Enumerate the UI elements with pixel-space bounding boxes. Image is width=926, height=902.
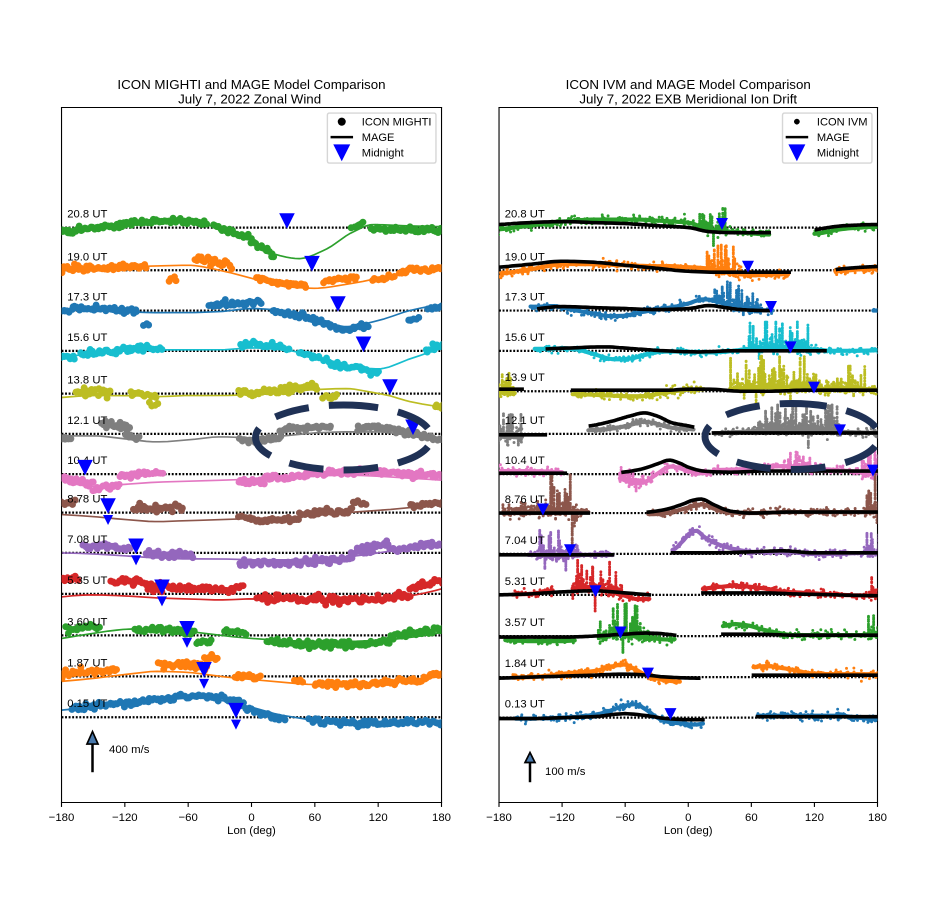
svg-text:0: 0 <box>685 812 691 824</box>
svg-text:ICON MIGHTI and MAGE Model Com: ICON MIGHTI and MAGE Model Comparison <box>117 77 385 92</box>
svg-text:19.0 UT: 19.0 UT <box>505 251 545 263</box>
svg-text:Lon (deg): Lon (deg) <box>664 825 713 837</box>
svg-text:12.1 UT: 12.1 UT <box>505 415 545 427</box>
svg-text:7.04 UT: 7.04 UT <box>505 535 545 547</box>
svg-text:20.8 UT: 20.8 UT <box>67 209 107 221</box>
svg-text:60: 60 <box>745 812 758 824</box>
svg-text:−60: −60 <box>616 812 635 824</box>
svg-text:20.8 UT: 20.8 UT <box>505 209 545 221</box>
svg-text:13.9 UT: 13.9 UT <box>505 372 545 384</box>
svg-text:60: 60 <box>309 812 322 824</box>
svg-text:180: 180 <box>868 812 887 824</box>
svg-text:ICON IVM: ICON IVM <box>817 117 868 129</box>
svg-text:0.13 UT: 0.13 UT <box>505 699 545 711</box>
svg-text:3.60 UT: 3.60 UT <box>67 616 107 628</box>
svg-text:0: 0 <box>248 812 254 824</box>
svg-text:15.6 UT: 15.6 UT <box>505 332 545 344</box>
svg-text:Midnight: Midnight <box>817 147 859 159</box>
svg-text:−120: −120 <box>112 812 138 824</box>
svg-text:−60: −60 <box>179 812 198 824</box>
svg-text:July 7, 2022 Zonal Wind: July 7, 2022 Zonal Wind <box>178 91 321 106</box>
svg-text:15.6 UT: 15.6 UT <box>67 332 107 344</box>
svg-text:400 m/s: 400 m/s <box>109 744 150 756</box>
svg-text:ICON MIGHTI: ICON MIGHTI <box>362 117 432 129</box>
svg-text:100 m/s: 100 m/s <box>545 766 586 778</box>
svg-text:17.3 UT: 17.3 UT <box>505 292 545 304</box>
svg-text:7.08 UT: 7.08 UT <box>67 534 107 546</box>
svg-text:1.84 UT: 1.84 UT <box>505 658 545 670</box>
svg-text:120: 120 <box>805 812 824 824</box>
svg-text:3.57 UT: 3.57 UT <box>505 617 545 629</box>
svg-text:1.87 UT: 1.87 UT <box>67 657 107 669</box>
svg-text:8.76 UT: 8.76 UT <box>505 494 545 506</box>
svg-text:10.4 UT: 10.4 UT <box>505 455 545 467</box>
svg-text:−180: −180 <box>486 812 512 824</box>
svg-text:−180: −180 <box>49 812 75 824</box>
svg-text:120: 120 <box>369 812 388 824</box>
svg-text:5.31 UT: 5.31 UT <box>505 576 545 588</box>
svg-text:13.8 UT: 13.8 UT <box>67 375 107 387</box>
svg-text:ICON IVM and MAGE Model Compar: ICON IVM and MAGE Model Comparison <box>566 77 811 92</box>
svg-text:5.35 UT: 5.35 UT <box>67 575 107 587</box>
svg-text:8.78 UT: 8.78 UT <box>67 494 107 506</box>
svg-text:180: 180 <box>432 812 451 824</box>
svg-text:19.0 UT: 19.0 UT <box>67 251 107 263</box>
svg-text:0.15 UT: 0.15 UT <box>67 698 107 710</box>
svg-text:Lon (deg): Lon (deg) <box>227 825 276 837</box>
svg-text:MAGE: MAGE <box>362 132 395 144</box>
svg-text:Midnight: Midnight <box>362 147 404 159</box>
svg-text:−120: −120 <box>549 812 575 824</box>
svg-text:17.3 UT: 17.3 UT <box>67 292 107 304</box>
svg-text:12.1 UT: 12.1 UT <box>67 415 107 427</box>
svg-text:July 7, 2022 EXB Meridional Io: July 7, 2022 EXB Meridional Ion Drift <box>579 91 797 106</box>
svg-text:MAGE: MAGE <box>817 132 850 144</box>
